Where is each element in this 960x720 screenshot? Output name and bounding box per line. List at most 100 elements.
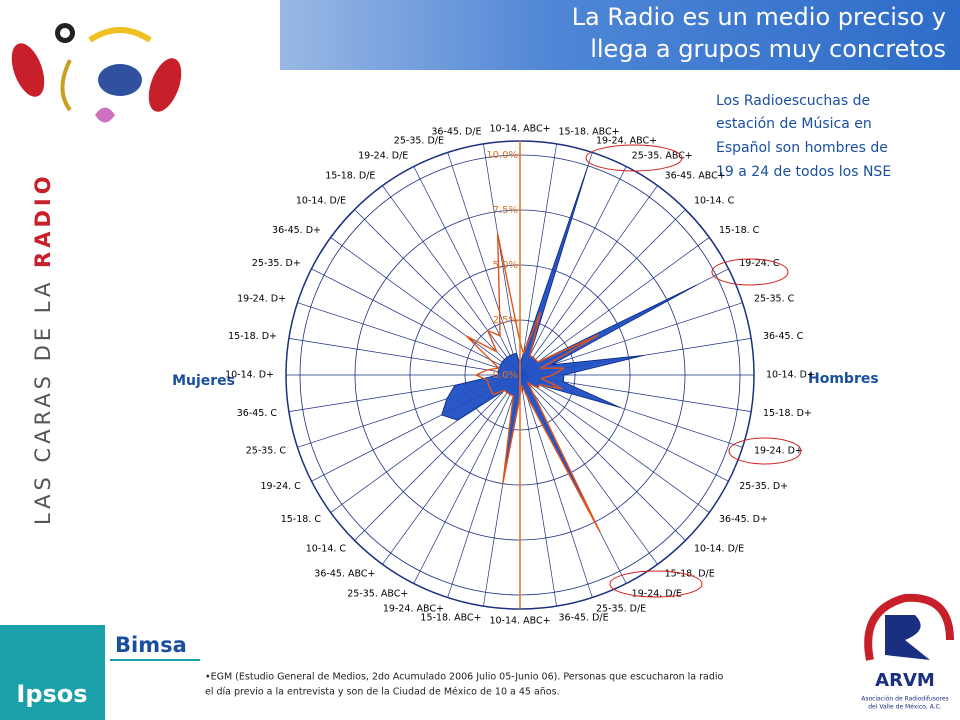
r-tick-label: 2.5% bbox=[493, 315, 518, 326]
category-label: 15-18. D/E bbox=[665, 569, 715, 580]
category-label: 10-14. ABC+ bbox=[489, 616, 550, 627]
annotation-line: 19 a 24 de todos los NSE bbox=[716, 164, 891, 180]
annotation-line: estación de Música en bbox=[716, 116, 872, 132]
spoke bbox=[519, 374, 710, 513]
highlights bbox=[585, 144, 802, 598]
highlight-ellipse bbox=[585, 144, 683, 172]
spoke bbox=[519, 374, 686, 541]
category-label: 19-24. C bbox=[739, 258, 780, 269]
footnote: •EGM (Estudio General de Medios, 2do Acu… bbox=[205, 672, 724, 683]
category-label: 19-24. D+ bbox=[237, 293, 286, 304]
arvm-text: ARVM bbox=[875, 670, 935, 691]
category-label: 10-14. D/E bbox=[694, 543, 744, 554]
ipsos-text: Ipsos bbox=[16, 680, 87, 708]
title-line: La Radio es un medio preciso y bbox=[572, 3, 946, 31]
spoke bbox=[297, 302, 521, 376]
category-label: 15-18. D+ bbox=[228, 331, 277, 342]
bimsa-text: Bimsa bbox=[115, 633, 187, 657]
category-label: 36-45. ABC+ bbox=[314, 569, 375, 580]
highlight-ellipse bbox=[609, 570, 703, 598]
spoke bbox=[519, 185, 658, 376]
side-text: LAS CARAS DE LA RADIO bbox=[31, 172, 55, 525]
category-label: 19-24. D/E bbox=[358, 150, 408, 161]
spoke bbox=[382, 374, 521, 565]
side-text-part: LAS CARAS DE LA bbox=[31, 268, 55, 525]
highlight-ellipse bbox=[728, 437, 802, 465]
spoke bbox=[354, 209, 521, 376]
spoke bbox=[519, 374, 593, 598]
r-tick-label: 0.0% bbox=[493, 370, 518, 381]
spoke bbox=[413, 166, 521, 376]
spoke bbox=[519, 143, 557, 376]
category-label: 25-35. D/E bbox=[394, 136, 444, 147]
category-label: 10-14. D+ bbox=[225, 370, 274, 381]
spoke bbox=[519, 374, 557, 607]
right-label: Hombres bbox=[808, 371, 879, 387]
spoke bbox=[519, 374, 658, 565]
radar-chart: 0.0% 2.5% 5.0% 7.5% 10.0% 10-14. ABC+ 15-18. A… bbox=[225, 124, 815, 627]
r-tick-label: 10.0% bbox=[486, 150, 518, 161]
category-label: 15-18. ABC+ bbox=[420, 612, 481, 623]
category-label: 15-18. D/E bbox=[325, 170, 375, 181]
category-label: 15-18. C bbox=[719, 225, 760, 236]
spoke bbox=[519, 209, 686, 376]
category-label: 25-35. D+ bbox=[252, 258, 301, 269]
arvm-logo: ARVM Asociación de Radiodifusores del Va… bbox=[861, 593, 954, 711]
spoke bbox=[519, 166, 627, 376]
category-label: 25-35. ABC+ bbox=[347, 589, 408, 600]
r-tick-label: 5.0% bbox=[493, 260, 518, 271]
spoke bbox=[519, 374, 729, 482]
category-label: 10-14. D+ bbox=[766, 370, 815, 381]
spoke bbox=[354, 374, 521, 541]
category-label: 25-35. ABC+ bbox=[632, 150, 693, 161]
spoke bbox=[330, 237, 521, 376]
category-label: 36-45. D+ bbox=[272, 225, 321, 236]
category-label: 25-35. D/E bbox=[596, 603, 646, 614]
category-label: 10-14. ABC+ bbox=[489, 124, 550, 135]
category-label: 19-24. ABC+ bbox=[383, 603, 444, 614]
spoke bbox=[413, 374, 521, 584]
category-label: 19-24. D+ bbox=[754, 446, 803, 457]
category-label: 10-14. C bbox=[306, 543, 347, 554]
ipsos-logo bbox=[0, 625, 105, 720]
category-label: 36-45. D/E bbox=[431, 127, 481, 138]
spoke bbox=[483, 143, 521, 376]
spoke bbox=[519, 302, 743, 376]
category-label: 15-18. ABC+ bbox=[558, 127, 619, 138]
category-label: 25-35. C bbox=[754, 293, 795, 304]
r-tick-label: 7.5% bbox=[493, 205, 518, 216]
category-label: 10-14. D/E bbox=[296, 196, 346, 207]
category-label: 25-35. D+ bbox=[739, 481, 788, 492]
category-label: 19-24. D/E bbox=[632, 589, 682, 600]
annotation-line: Español son hombres de bbox=[716, 140, 888, 156]
category-label: 19-24. C bbox=[261, 481, 302, 492]
spoke bbox=[519, 237, 710, 376]
category-label: 10-14. C bbox=[694, 196, 735, 207]
spoke bbox=[288, 338, 521, 376]
category-label: 36-45. C bbox=[763, 331, 804, 342]
spoke bbox=[311, 268, 521, 376]
logo-art bbox=[11, 23, 182, 123]
category-label: 36-45. D/E bbox=[558, 612, 608, 623]
category-label: 15-18. C bbox=[281, 514, 322, 525]
arvm-sub: del Valle de México, A.C. bbox=[868, 704, 942, 711]
category-label: 15-18. D+ bbox=[763, 408, 812, 419]
side-text-part: RADIO bbox=[31, 172, 55, 268]
category-label: 36-45. D+ bbox=[719, 514, 768, 525]
category-label: 36-45. ABC+ bbox=[665, 170, 726, 181]
spoke bbox=[447, 152, 521, 376]
title-line: llega a grupos muy concretos bbox=[590, 35, 946, 63]
category-label: 19-24. ABC+ bbox=[596, 136, 657, 147]
title-banner bbox=[280, 0, 960, 70]
left-label: Mujeres bbox=[172, 373, 235, 389]
annotation: Los Radioescuchas de estación de Música … bbox=[716, 93, 891, 180]
category-label: 25-35. C bbox=[246, 446, 287, 457]
highlight-ellipse bbox=[711, 258, 789, 286]
spoke bbox=[382, 185, 521, 376]
category-label: 36-45. C bbox=[237, 408, 278, 419]
arvm-sub: Asociación de Radiodifusores bbox=[861, 696, 949, 703]
annotation-line: Los Radioescuchas de bbox=[716, 93, 870, 109]
footnote: el día previo a la entrevista y son de l… bbox=[205, 687, 560, 698]
spoke bbox=[447, 374, 521, 598]
